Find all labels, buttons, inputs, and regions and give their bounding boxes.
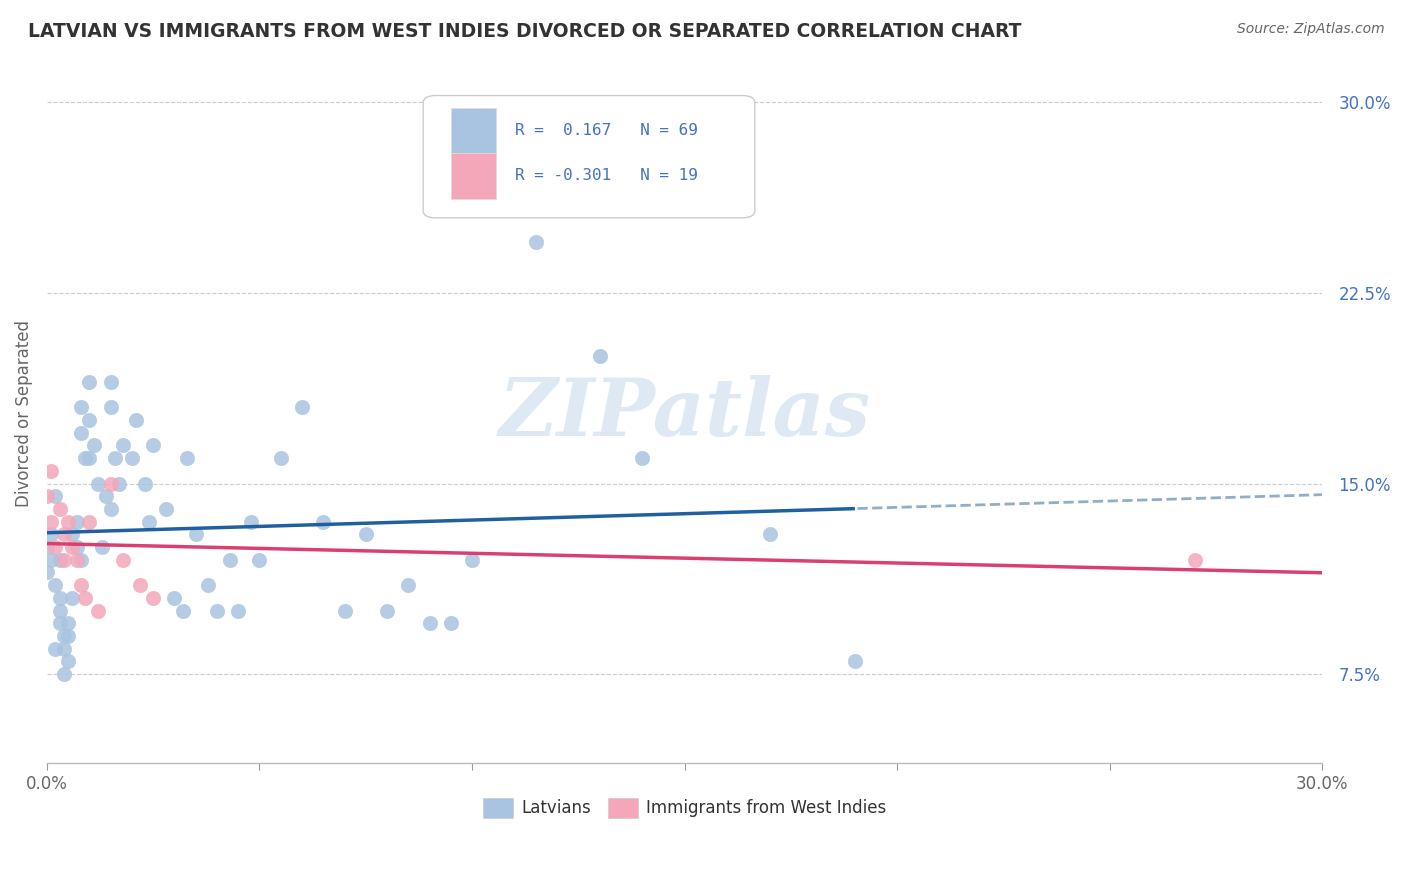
Point (48, 502, 70, 516)
Point (197, 578, 219, 592)
Point (39, 464, 62, 478)
Point (419, 616, 441, 631)
Point (66, 540, 89, 554)
Point (844, 655, 866, 669)
Point (60, 527, 83, 541)
Point (35, 540, 58, 554)
Point (396, 578, 419, 592)
Point (375, 604, 398, 618)
Text: LATVIAN VS IMMIGRANTS FROM WEST INDIES DIVORCED OR SEPARATED CORRELATION CHART: LATVIAN VS IMMIGRANTS FROM WEST INDIES D… (28, 22, 1022, 41)
FancyBboxPatch shape (451, 153, 496, 199)
Text: R = -0.301   N = 19: R = -0.301 N = 19 (515, 169, 697, 184)
Point (87, 604, 110, 618)
Point (52, 527, 75, 541)
Text: Source: ZipAtlas.com: Source: ZipAtlas.com (1237, 22, 1385, 37)
Point (155, 502, 177, 516)
Point (333, 604, 356, 618)
Point (163, 591, 186, 605)
Point (48, 591, 70, 605)
Point (588, 350, 610, 364)
Point (218, 553, 240, 567)
Point (70, 425, 93, 440)
Point (48, 604, 70, 618)
Point (79, 451, 101, 466)
Point (104, 451, 127, 466)
Point (44, 578, 66, 592)
Point (184, 527, 207, 541)
Point (176, 451, 198, 466)
Point (524, 235, 547, 249)
FancyBboxPatch shape (423, 95, 755, 218)
Point (87, 476, 110, 491)
Point (108, 476, 131, 491)
Point (35, 489, 58, 503)
Point (60, 591, 83, 605)
FancyBboxPatch shape (451, 108, 496, 153)
Legend: Latvians, Immigrants from West Indies: Latvians, Immigrants from West Indies (477, 791, 893, 825)
Point (142, 438, 165, 452)
Point (48, 553, 70, 567)
Point (125, 413, 148, 427)
Point (134, 476, 156, 491)
Point (66, 553, 89, 567)
Point (52, 667, 75, 681)
Point (172, 604, 194, 618)
Point (112, 553, 135, 567)
Point (56, 655, 79, 669)
Point (354, 527, 377, 541)
Point (91, 540, 114, 554)
Point (240, 515, 263, 529)
Point (440, 616, 463, 631)
Point (121, 451, 143, 466)
Text: R =  0.167   N = 69: R = 0.167 N = 69 (515, 123, 697, 138)
Point (75, 591, 97, 605)
Point (52, 641, 75, 656)
Point (758, 527, 780, 541)
Point (100, 476, 122, 491)
Point (35, 566, 58, 580)
Point (44, 489, 66, 503)
Point (44, 641, 66, 656)
Point (66, 515, 89, 529)
Y-axis label: Divorced or Separated: Divorced or Separated (15, 320, 32, 507)
Point (96, 489, 118, 503)
Point (129, 578, 152, 592)
Point (83, 438, 105, 452)
Point (205, 604, 228, 618)
Point (52, 629, 75, 643)
Point (461, 553, 484, 567)
Point (70, 553, 93, 567)
Point (100, 401, 122, 415)
Point (631, 451, 654, 466)
Point (226, 604, 249, 618)
Point (44, 540, 66, 554)
Point (79, 413, 101, 427)
Point (75, 451, 97, 466)
Point (1184, 553, 1206, 567)
Point (70, 401, 93, 415)
Point (291, 401, 314, 415)
Point (312, 515, 335, 529)
Point (48, 616, 70, 631)
Point (56, 515, 79, 529)
Point (70, 578, 93, 592)
Point (100, 502, 122, 516)
Text: ZIPatlas: ZIPatlas (499, 375, 870, 452)
Point (39, 527, 62, 541)
Point (79, 515, 101, 529)
Point (112, 438, 135, 452)
Point (249, 553, 271, 567)
Point (39, 515, 62, 529)
Point (60, 540, 83, 554)
Point (138, 515, 160, 529)
Point (52, 553, 75, 567)
Point (56, 616, 79, 631)
Point (142, 591, 165, 605)
Point (56, 629, 79, 643)
Point (39, 553, 62, 567)
Point (79, 375, 101, 389)
Point (270, 451, 292, 466)
Point (100, 375, 122, 389)
